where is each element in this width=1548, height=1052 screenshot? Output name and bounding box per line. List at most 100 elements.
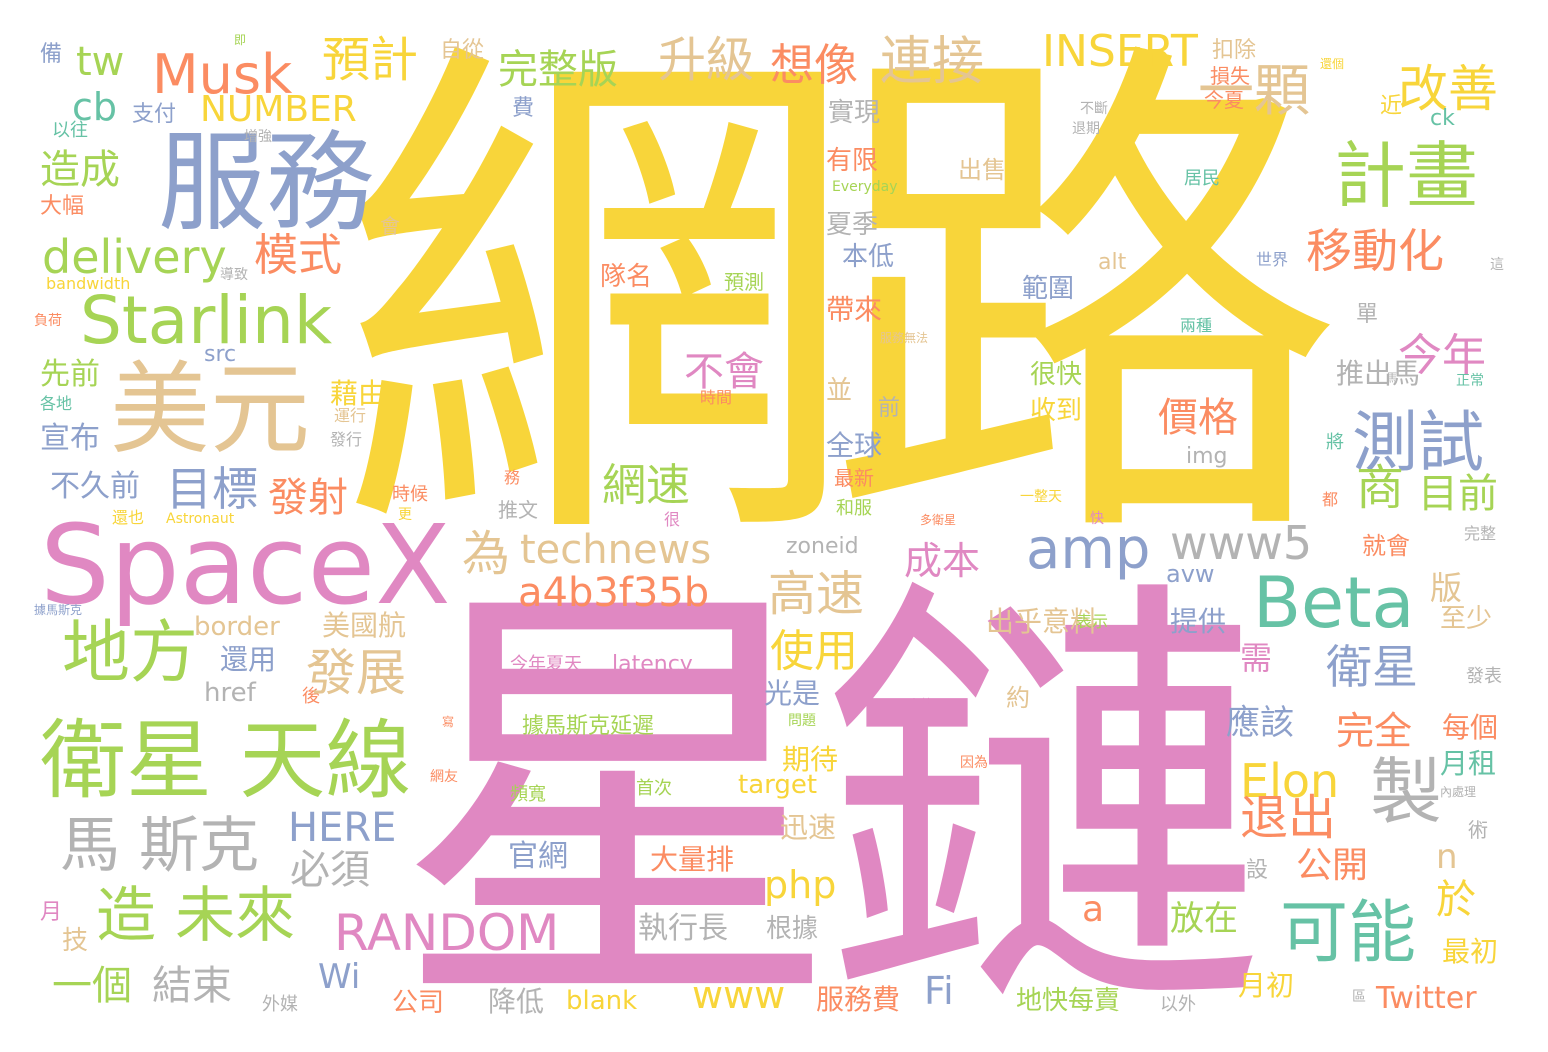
cloud-word: 升級	[658, 32, 755, 88]
cloud-word: 想像	[770, 40, 858, 91]
cloud-word: www	[692, 973, 786, 1017]
cloud-word: 導致	[220, 267, 248, 283]
cloud-word: 更	[398, 507, 412, 523]
cloud-word: 還也	[112, 508, 145, 527]
cloud-word: 使用	[770, 626, 858, 677]
cloud-word: 月租	[1440, 747, 1497, 780]
cloud-word: 收到	[1030, 396, 1083, 426]
cloud-word: Beta	[1253, 562, 1415, 644]
cloud-word: 範圍	[1022, 274, 1075, 304]
cloud-word: 本低	[842, 242, 895, 272]
cloud-word: 夏季	[826, 210, 879, 240]
cloud-word: bandwidth	[46, 274, 131, 293]
cloud-word: 宣布	[40, 421, 100, 456]
cloud-word: 術	[1468, 818, 1488, 842]
cloud-word: 發展	[306, 644, 406, 702]
cloud-word: 隊名	[600, 262, 653, 292]
cloud-word: 多衛星	[920, 513, 957, 527]
cloud-word: 移動化	[1306, 224, 1444, 278]
cloud-word: 居民	[1184, 168, 1220, 189]
cloud-word: 網速	[602, 460, 690, 511]
cloud-word: 負荷	[34, 313, 62, 329]
cloud-word: 大量排	[650, 843, 735, 876]
cloud-word: 今年	[1398, 330, 1486, 381]
cloud-word: 大幅	[40, 194, 85, 219]
cloud-word: 模式	[254, 230, 342, 281]
cloud-word: a4b3f35b	[518, 570, 710, 616]
cloud-word: 人數	[908, 697, 933, 711]
cloud-word: n	[1436, 837, 1458, 877]
cloud-word: 網友	[430, 769, 458, 785]
cloud-word: 各地	[40, 394, 73, 413]
cloud-word: NUMBER	[200, 89, 357, 130]
cloud-word: img	[1186, 444, 1228, 469]
cloud-word: 需	[1240, 639, 1273, 677]
cloud-word: 就會	[1362, 532, 1410, 560]
cloud-word: avw	[1166, 560, 1215, 588]
cloud-word: 應該	[1226, 703, 1294, 743]
cloud-word: 計畫	[1334, 134, 1479, 218]
cloud-word: 頻寬	[510, 784, 546, 805]
cloud-word: Musk	[152, 43, 293, 106]
cloud-word: 造 未來	[96, 881, 296, 951]
cloud-word: 不會	[684, 349, 764, 395]
cloud-word: 公司	[392, 988, 445, 1018]
cloud-word: 完整版	[498, 47, 618, 93]
cloud-word: blank	[566, 986, 638, 1016]
cloud-word: 網路	[338, 2, 1344, 605]
cloud-word: 美國航	[322, 609, 407, 642]
cloud-word: 和服	[836, 498, 872, 519]
cloud-word: 放在	[1170, 899, 1238, 939]
cloud-word: 為	[462, 526, 511, 582]
cloud-word: 退期	[1072, 121, 1100, 137]
cloud-word: 運行	[334, 406, 367, 425]
cloud-word: 馬 斯克	[60, 811, 260, 881]
cloud-word: 版	[1430, 569, 1463, 607]
cloud-word: 服務費	[816, 983, 901, 1016]
cloud-word: 衛星	[1326, 640, 1418, 694]
cloud-word: Starlink	[80, 282, 333, 359]
cloud-word: 衛星 天線	[40, 711, 412, 811]
cloud-word: 設	[1246, 858, 1269, 883]
cloud-word: 一個	[52, 963, 132, 1009]
cloud-word: 必須	[290, 847, 370, 893]
cloud-word: 出乎意料	[986, 605, 1099, 638]
cloud-word: 以往	[52, 120, 88, 141]
cloud-word: 最初	[1442, 935, 1499, 968]
cloud-word: 改善	[1398, 60, 1498, 118]
cloud-word: cb	[72, 85, 118, 129]
cloud-word: 帶來	[826, 293, 883, 326]
cloud-word: 前	[878, 396, 901, 421]
cloud-word: 寫	[442, 715, 455, 729]
cloud-word: 正常	[1456, 373, 1484, 389]
cloud-word: 表示	[1076, 612, 1109, 631]
cloud-word: Elon	[1240, 754, 1340, 808]
cloud-word: 今夏	[1204, 88, 1244, 112]
cloud-word: 據馬斯克延遲	[522, 714, 655, 739]
cloud-word: 測試	[1352, 404, 1484, 481]
cloud-word: a	[1082, 889, 1105, 930]
cloud-word: 地快每賣	[1016, 986, 1121, 1016]
cloud-word: Astronaut	[166, 511, 235, 527]
cloud-word: 製	[1370, 750, 1443, 834]
cloud-word: 商	[1356, 460, 1405, 516]
cloud-word: 至少	[1440, 604, 1493, 634]
cloud-word: Everyday	[832, 179, 898, 195]
cloud-word: 自從	[440, 38, 485, 63]
cloud-word: 預測	[724, 270, 764, 294]
cloud-word: 根據	[766, 914, 819, 944]
cloud-word: 服務無法	[880, 331, 929, 345]
cloud-word: 地方	[62, 614, 199, 693]
cloud-word: 星鏈	[394, 546, 1266, 1052]
cloud-word: 這	[1490, 257, 1504, 273]
cloud-word: border	[194, 612, 280, 642]
cloud-word: 一顆	[1198, 59, 1310, 124]
cloud-word: SpaceX	[40, 501, 451, 629]
cloud-word: Fi	[924, 969, 954, 1013]
cloud-word: 會	[380, 214, 400, 238]
cloud-word: 技	[62, 926, 89, 956]
cloud-word: delivery	[42, 230, 227, 284]
cloud-word: 外媒	[262, 994, 298, 1015]
cloud-word: 全球	[826, 429, 883, 462]
